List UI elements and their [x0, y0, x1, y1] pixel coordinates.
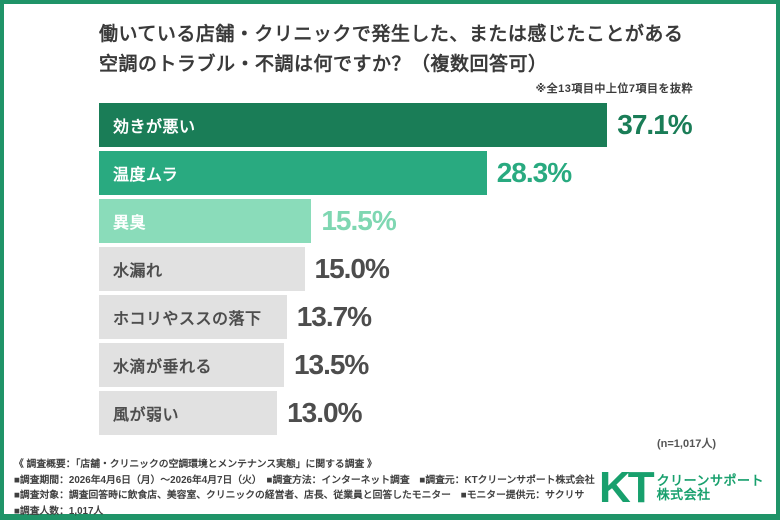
bar-row: ホコリやススの落下 13.7%: [99, 295, 739, 339]
survey-count-line: ■調査人数：1,017人: [14, 505, 104, 517]
bar-label: ホコリやススの落下: [113, 311, 262, 328]
bar: ホコリやススの落下: [99, 295, 287, 339]
bar-value: 37.1%: [617, 109, 692, 140]
bar-label: 水漏れ: [113, 263, 163, 280]
bar-chart: 効きが悪い 37.1% 温度ムラ 28.3% 異臭 15.5% 水漏れ 15.0% ホコリやスス…: [99, 103, 739, 439]
chart-title: 働いている店舗・クリニックで発生した、または感じたことがある 空調のトラブル・不…: [99, 20, 683, 80]
bar: 温度ムラ: [99, 151, 487, 195]
bar-label: 異臭: [113, 215, 147, 232]
bar-row: 水滴が垂れる 13.5%: [99, 343, 739, 387]
bar-label: 風が弱い: [113, 407, 180, 424]
chart-title-line2: 空調のトラブル・不調は何ですか？（複数回答可）: [99, 54, 548, 75]
bar: 水漏れ: [99, 247, 305, 291]
bar-value: 13.0%: [287, 397, 362, 428]
logo-text: クリーンサポート 株式会社: [656, 472, 764, 503]
bar-value: 15.5%: [321, 205, 396, 236]
bar-value: 28.3%: [496, 157, 572, 188]
survey-period-line: ■調査期間：2026年4月6日（月）～2026年4月7日（火） ■調査方法：イン…: [14, 474, 595, 486]
bar: 効きが悪い: [99, 103, 608, 147]
bar-value: 13.7%: [296, 301, 372, 332]
bar-label: 水滴が垂れる: [113, 359, 213, 376]
bar-row: 異臭 15.5%: [99, 199, 739, 243]
bar-row: 温度ムラ 28.3%: [99, 151, 739, 195]
bar-row: 風が弱い 13.0%: [99, 391, 739, 435]
bar-row: 水漏れ 15.0%: [99, 247, 739, 291]
logo-text-line2: 株式会社: [656, 487, 711, 502]
bar: 異臭: [99, 199, 312, 243]
logo-initials: KT: [598, 463, 655, 512]
survey-details: 《 調査概要：「店舗・クリニックの空調環境とメンテナンス実態」に関する調査 》 …: [14, 457, 624, 519]
survey-overview-line: 《 調査概要：「店舗・クリニックの空調環境とメンテナンス実態」に関する調査 》: [14, 459, 377, 470]
bar-label: 温度ムラ: [113, 167, 179, 184]
chart-title-line1: 働いている店舗・クリニックで発生した、または感じたことがある: [99, 24, 684, 45]
survey-target-line: ■調査対象：調査回答時に飲食店、美容室、クリニックの経営者、店長、従業員と回答し…: [14, 490, 585, 501]
logo-text-line1: クリーンサポート: [656, 472, 764, 488]
bar-row: 効きが悪い 37.1%: [99, 103, 739, 147]
sample-size-label: (n=1,017人): [657, 438, 716, 450]
bar-value: 13.5%: [293, 349, 369, 380]
bar: 水滴が垂れる: [99, 343, 284, 387]
chart-note: ※全13項目中上位7項目を抜粋: [535, 83, 693, 95]
bar-value: 15.0%: [314, 253, 390, 284]
company-logo: KT クリーンサポート 株式会社: [598, 463, 764, 512]
bar-label: 効きが悪い: [113, 119, 196, 136]
bar: 風が弱い: [99, 391, 278, 435]
